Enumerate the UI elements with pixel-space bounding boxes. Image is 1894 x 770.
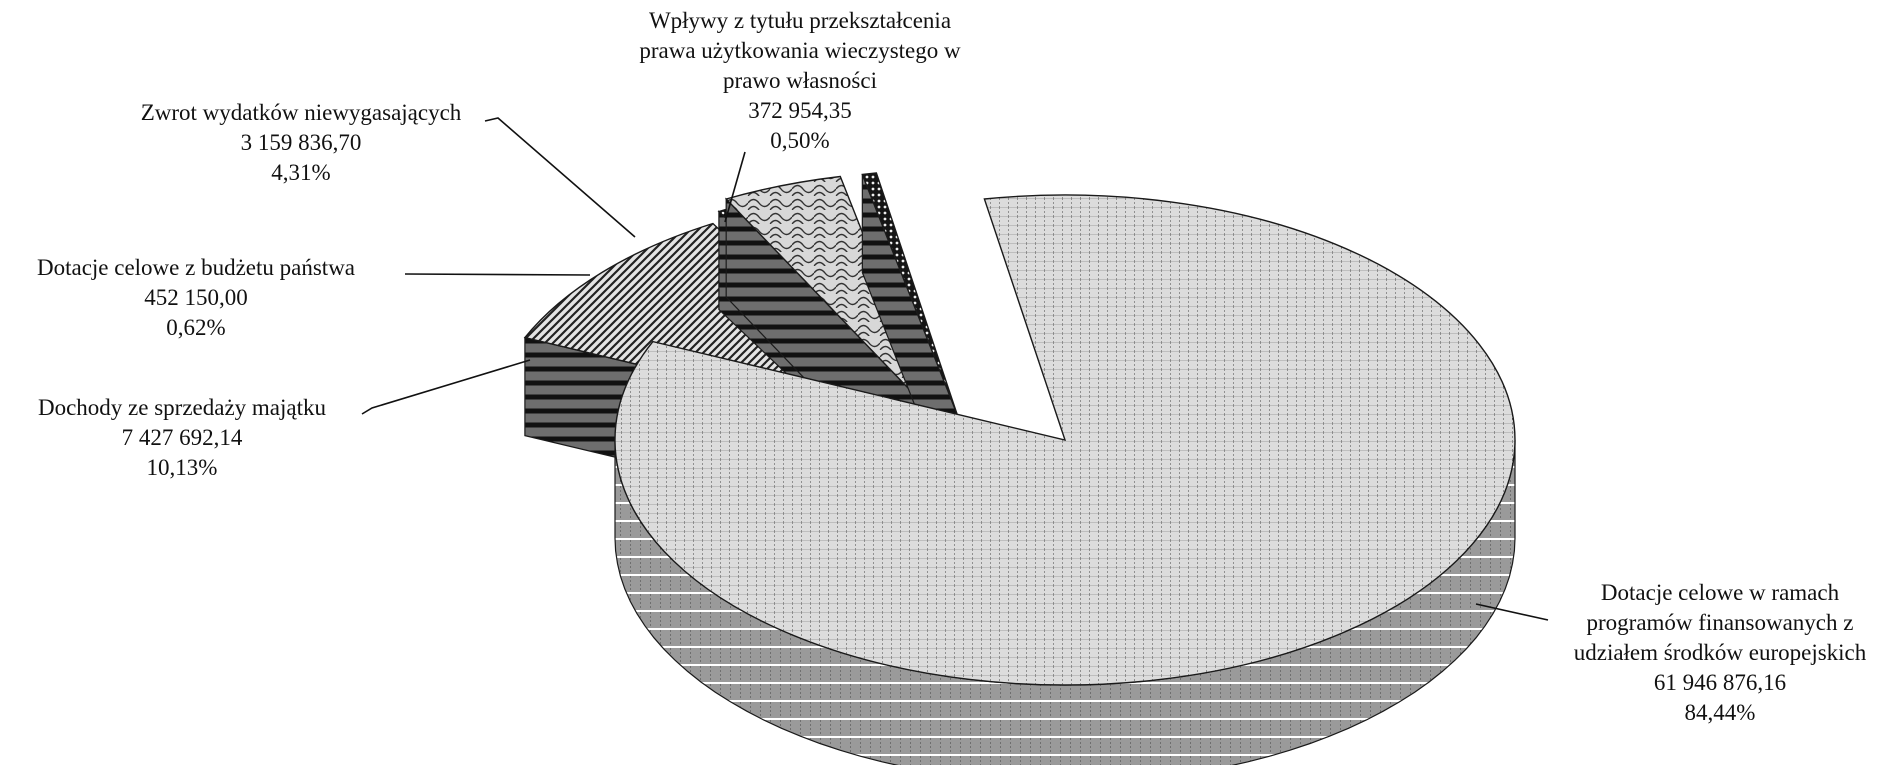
slice-value-label: 452 150,00 — [144, 285, 248, 310]
slice-label-line: udziałem środków europejskich — [1574, 640, 1867, 665]
slices-layer — [523, 172, 1516, 770]
labels-layer: Dotacje celowe w ramach programów finanso… — [37, 8, 1867, 725]
slice-label: Dochody ze sprzedaży majątku 7 427 692,14… — [38, 359, 531, 480]
leader-line — [1475, 603, 1549, 621]
slice-percent-label: 0,62% — [166, 315, 225, 340]
slice-label-line: programów finansowanych z — [1587, 610, 1854, 635]
leader-line — [404, 273, 591, 276]
slice-percent-label: 4,31% — [271, 160, 330, 185]
slice-label-line: prawo własności — [723, 68, 877, 93]
slice-value-label: 7 427 692,14 — [122, 425, 243, 450]
slice-label: Dotacje celowe w ramach programów finanso… — [1475, 580, 1867, 725]
slice-label-line: Zwrot wydatków niewygasających — [141, 100, 462, 125]
slice-label-line: Dotacje celowe w ramach — [1601, 580, 1840, 605]
slice-label: Wpływy z tytułu przekształcenia prawa uży… — [639, 8, 961, 223]
slice-percent-label: 0,50% — [770, 128, 829, 153]
slice-value-label: 61 946 876,16 — [1654, 670, 1786, 695]
slice-value-label: 3 159 836,70 — [241, 130, 362, 155]
pie-slice — [614, 194, 1516, 770]
slice-value-label: 372 954,35 — [748, 98, 852, 123]
slice-label-line: Dochody ze sprzedaży majątku — [38, 395, 327, 420]
leader-line — [361, 359, 531, 415]
slice-percent-label: 84,44% — [1685, 700, 1756, 725]
pie-slice-top — [724, 175, 936, 417]
slice-label-line: Wpływy z tytułu przekształcenia — [649, 8, 951, 33]
pie-slice-top — [861, 172, 958, 415]
leader-line — [484, 117, 636, 238]
slice-label-line: prawa użytkowania wieczystego w — [639, 38, 961, 63]
slice-percent-label: 10,13% — [147, 455, 218, 480]
pie-slice-top — [614, 194, 1516, 686]
slice-label: Zwrot wydatków niewygasających 3 159 836,… — [141, 100, 636, 238]
slice-label-line: Dotacje celowe z budżetu państwa — [37, 255, 355, 280]
slice-label: Dotacje celowe z budżetu państwa 452 150,… — [37, 255, 591, 340]
leader-line — [724, 151, 746, 223]
